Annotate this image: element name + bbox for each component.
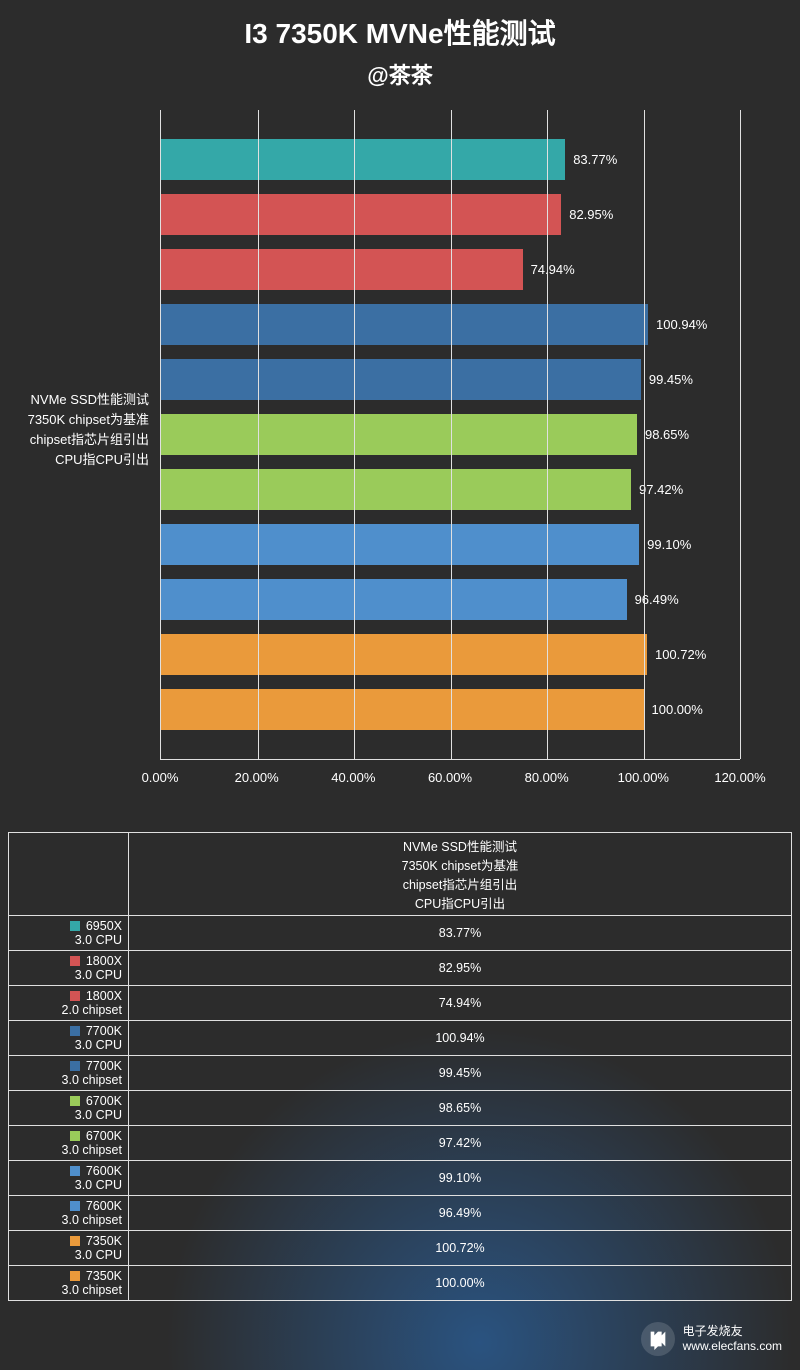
bar [161,194,561,235]
watermark-line1: 电子发烧友 [683,1324,743,1338]
bar [161,139,565,180]
x-tick-label: 120.00% [714,770,765,785]
table-header-cell: NVMe SSD性能测试 7350K chipset为基准 chipset指芯片… [129,833,792,916]
ylabel-line: CPU指CPU引出 [55,450,149,470]
ylabel-line: chipset指芯片组引出 [30,430,149,450]
x-tick-label: 20.00% [235,770,279,785]
bar [161,524,639,565]
x-tick-label: 0.00% [142,770,179,785]
legend-swatch-icon [70,1166,80,1176]
legend-swatch-icon [70,956,80,966]
bar-value-label: 97.42% [639,482,683,497]
table-row-value: 98.65% [129,1091,792,1126]
table-row: 1800X3.0 CPU82.95% [9,951,792,986]
x-tick-label: 40.00% [331,770,375,785]
legend-swatch-icon [70,1201,80,1211]
table-row-value: 97.42% [129,1126,792,1161]
table-row: 6950X3.0 CPU83.77% [9,916,792,951]
table-row-label: 7350K3.0 CPU [9,1231,129,1266]
y-axis-label: NVMe SSD性能测试 7350K chipset为基准 chipset指芯片… [0,100,155,760]
table-row-label: 1800X3.0 CPU [9,951,129,986]
watermark-text: 电子发烧友 www.elecfans.com [683,1324,782,1354]
bar [161,414,637,455]
table-row-value: 99.45% [129,1056,792,1091]
table-row-value: 74.94% [129,986,792,1021]
ylabel-line: 7350K chipset为基准 [28,410,149,430]
table-row-value: 100.72% [129,1231,792,1266]
table-row-value: 99.10% [129,1161,792,1196]
legend-swatch-icon [70,1131,80,1141]
legend-swatch-icon [70,1236,80,1246]
table-row: 7350K3.0 CPU100.72% [9,1231,792,1266]
table-row-label: 6950X3.0 CPU [9,916,129,951]
x-tick-label: 100.00% [618,770,669,785]
legend-swatch-icon [70,1271,80,1281]
bar [161,359,641,400]
watermark-line2: www.elecfans.com [683,1339,782,1353]
bar [161,689,644,730]
legend-swatch-icon [70,1096,80,1106]
x-tick-label: 60.00% [428,770,472,785]
bar-value-label: 74.94% [531,262,575,277]
bar-value-label: 82.95% [569,207,613,222]
bar [161,469,631,510]
table-header-line: 7350K chipset为基准 [135,855,785,874]
watermark: 电子发烧友 www.elecfans.com [641,1322,782,1356]
table-header-empty [9,833,129,916]
bar-value-label: 99.10% [647,537,691,552]
bar-value-label: 100.72% [655,647,706,662]
bar [161,634,647,675]
table-row: 7600K3.0 chipset96.49% [9,1196,792,1231]
table-row-value: 96.49% [129,1196,792,1231]
bar-value-label: 100.00% [652,702,703,717]
legend-swatch-icon [70,1026,80,1036]
table-row: 7350K3.0 chipset100.00% [9,1266,792,1301]
legend-swatch-icon [70,921,80,931]
table-header-line: NVMe SSD性能测试 [135,836,785,855]
plot-area: 83.77% 82.95% 74.94% 100.94% 99.45% 98.6… [160,110,740,760]
x-tick-label: 80.00% [525,770,569,785]
table-row: 6700K3.0 CPU98.65% [9,1091,792,1126]
table-header-row: NVMe SSD性能测试 7350K chipset为基准 chipset指芯片… [9,833,792,916]
chart-title: I3 7350K MVNe性能测试 [0,0,800,52]
chart-subtitle: @茶茶 [0,52,800,100]
watermark-logo-icon [641,1322,675,1356]
table-row: 1800X2.0 chipset74.94% [9,986,792,1021]
table-row-value: 82.95% [129,951,792,986]
bar-value-label: 98.65% [645,427,689,442]
table-row: 7700K3.0 chipset99.45% [9,1056,792,1091]
table-row-label: 7600K3.0 CPU [9,1161,129,1196]
data-table: NVMe SSD性能测试 7350K chipset为基准 chipset指芯片… [8,832,792,1301]
table-row-label: 1800X2.0 chipset [9,986,129,1021]
table-row: 6700K3.0 chipset97.42% [9,1126,792,1161]
bar-value-label: 83.77% [573,152,617,167]
bar [161,579,627,620]
legend-swatch-icon [70,991,80,1001]
bar [161,304,648,345]
table-row-label: 6700K3.0 CPU [9,1091,129,1126]
table-header-line: chipset指芯片组引出 [135,874,785,893]
ylabel-line: NVMe SSD性能测试 [31,390,149,410]
table-row-value: 83.77% [129,916,792,951]
table-row-label: 7600K3.0 chipset [9,1196,129,1231]
table-row: 7600K3.0 CPU99.10% [9,1161,792,1196]
table-header-line: CPU指CPU引出 [135,893,785,912]
bar-chart: NVMe SSD性能测试 7350K chipset为基准 chipset指芯片… [0,100,800,820]
legend-swatch-icon [70,1061,80,1071]
table-row-value: 100.94% [129,1021,792,1056]
table-row-label: 7700K3.0 chipset [9,1056,129,1091]
table-row-label: 6700K3.0 chipset [9,1126,129,1161]
bar [161,249,523,290]
bar-value-label: 100.94% [656,317,707,332]
table-body: 6950X3.0 CPU83.77%1800X3.0 CPU82.95%1800… [9,916,792,1301]
table-row-label: 7700K3.0 CPU [9,1021,129,1056]
bar-value-label: 96.49% [635,592,679,607]
table-row-value: 100.00% [129,1266,792,1301]
table-row-label: 7350K3.0 chipset [9,1266,129,1301]
data-table-wrap: NVMe SSD性能测试 7350K chipset为基准 chipset指芯片… [8,832,792,1301]
table-row: 7700K3.0 CPU100.94% [9,1021,792,1056]
x-axis-ticks: 0.00%20.00%40.00%60.00%80.00%100.00%120.… [160,770,740,790]
bar-value-label: 99.45% [649,372,693,387]
page: I3 7350K MVNe性能测试 @茶茶 NVMe SSD性能测试 7350K… [0,0,800,1370]
